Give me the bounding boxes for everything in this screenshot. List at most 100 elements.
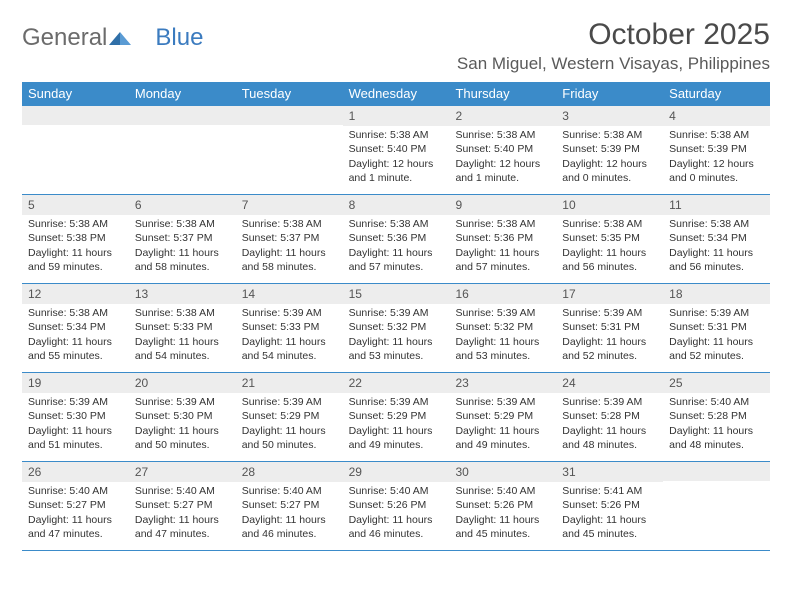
daylight-line: Daylight: 11 hours and 48 minutes. (669, 424, 764, 452)
day-header: Wednesday (343, 82, 450, 105)
sunset-line: Sunset: 5:32 PM (455, 320, 550, 334)
sunset-line: Sunset: 5:38 PM (28, 231, 123, 245)
sunset-line: Sunset: 5:36 PM (455, 231, 550, 245)
sunrise-line: Sunrise: 5:38 AM (669, 217, 764, 231)
sunrise-line: Sunrise: 5:39 AM (28, 395, 123, 409)
sunset-line: Sunset: 5:39 PM (562, 142, 657, 156)
day-number: 19 (22, 373, 129, 393)
day-number: 2 (449, 106, 556, 126)
day-body: Sunrise: 5:38 AMSunset: 5:37 PMDaylight:… (129, 215, 236, 278)
daylight-line: Daylight: 11 hours and 58 minutes. (135, 246, 230, 274)
sunrise-line: Sunrise: 5:38 AM (455, 217, 550, 231)
sunset-line: Sunset: 5:37 PM (135, 231, 230, 245)
day-cell: 9Sunrise: 5:38 AMSunset: 5:36 PMDaylight… (449, 195, 556, 283)
day-headers-row: SundayMondayTuesdayWednesdayThursdayFrid… (22, 82, 770, 105)
day-body (22, 125, 129, 185)
day-number (236, 106, 343, 125)
day-cell: 27Sunrise: 5:40 AMSunset: 5:27 PMDayligh… (129, 462, 236, 550)
sunset-line: Sunset: 5:31 PM (669, 320, 764, 334)
day-body: Sunrise: 5:38 AMSunset: 5:36 PMDaylight:… (343, 215, 450, 278)
sunrise-line: Sunrise: 5:39 AM (455, 395, 550, 409)
sunset-line: Sunset: 5:30 PM (28, 409, 123, 423)
sunset-line: Sunset: 5:27 PM (28, 498, 123, 512)
day-cell: 6Sunrise: 5:38 AMSunset: 5:37 PMDaylight… (129, 195, 236, 283)
daylight-line: Daylight: 11 hours and 53 minutes. (455, 335, 550, 363)
day-body: Sunrise: 5:39 AMSunset: 5:32 PMDaylight:… (449, 304, 556, 367)
day-body: Sunrise: 5:39 AMSunset: 5:28 PMDaylight:… (556, 393, 663, 456)
day-number: 22 (343, 373, 450, 393)
day-cell: 15Sunrise: 5:39 AMSunset: 5:32 PMDayligh… (343, 284, 450, 372)
day-cell: 19Sunrise: 5:39 AMSunset: 5:30 PMDayligh… (22, 373, 129, 461)
logo-text-2: Blue (155, 24, 203, 52)
sunrise-line: Sunrise: 5:39 AM (135, 395, 230, 409)
day-body: Sunrise: 5:38 AMSunset: 5:37 PMDaylight:… (236, 215, 343, 278)
day-number: 4 (663, 106, 770, 126)
sunrise-line: Sunrise: 5:41 AM (562, 484, 657, 498)
daylight-line: Daylight: 11 hours and 52 minutes. (562, 335, 657, 363)
day-cell: 28Sunrise: 5:40 AMSunset: 5:27 PMDayligh… (236, 462, 343, 550)
daylight-line: Daylight: 11 hours and 59 minutes. (28, 246, 123, 274)
day-cell: 13Sunrise: 5:38 AMSunset: 5:33 PMDayligh… (129, 284, 236, 372)
logo-icon (109, 24, 131, 52)
daylight-line: Daylight: 11 hours and 53 minutes. (349, 335, 444, 363)
day-cell: 26 Sunrise: 5:40 AMSunset: 5:27 PMDayligh… (22, 462, 129, 550)
sunset-line: Sunset: 5:35 PM (562, 231, 657, 245)
day-cell: 24Sunrise: 5:39 AMSunset: 5:28 PMDayligh… (556, 373, 663, 461)
sunset-line: Sunset: 5:27 PM (135, 498, 230, 512)
sunset-line: Sunset: 5:27 PM (242, 498, 337, 512)
sunrise-line: Sunrise: 5:40 AM (349, 484, 444, 498)
day-cell: 4Sunrise: 5:38 AMSunset: 5:39 PMDaylight… (663, 106, 770, 194)
daylight-line: Daylight: 11 hours and 49 minutes. (349, 424, 444, 452)
day-body: Sunrise: 5:41 AMSunset: 5:26 PMDaylight:… (556, 482, 663, 545)
day-number: 23 (449, 373, 556, 393)
sunrise-line: Sunrise: 5:38 AM (562, 128, 657, 142)
sunrise-line: Sunrise: 5:40 AM (455, 484, 550, 498)
day-number: 16 (449, 284, 556, 304)
day-number: 31 (556, 462, 663, 482)
day-cell: 16Sunrise: 5:39 AMSunset: 5:32 PMDayligh… (449, 284, 556, 372)
day-number: 25 (663, 373, 770, 393)
day-number (22, 106, 129, 125)
day-header: Friday (556, 82, 663, 105)
sunrise-line: Sunrise: 5:38 AM (455, 128, 550, 142)
day-body: Sunrise: 5:38 AMSunset: 5:39 PMDaylight:… (556, 126, 663, 189)
day-body (236, 125, 343, 185)
day-body: Sunrise: 5:40 AMSunset: 5:26 PMDaylight:… (449, 482, 556, 545)
day-cell (129, 106, 236, 194)
day-number: 5 (22, 195, 129, 215)
day-number: 13 (129, 284, 236, 304)
day-header: Monday (129, 82, 236, 105)
day-cell (22, 106, 129, 194)
day-body: Sunrise: 5:39 AMSunset: 5:33 PMDaylight:… (236, 304, 343, 367)
sunrise-line: Sunrise: 5:40 AM (28, 484, 123, 498)
sunrise-line: Sunrise: 5:39 AM (455, 306, 550, 320)
title-block: October 2025 San Miguel, Western Visayas… (457, 18, 770, 74)
sunset-line: Sunset: 5:32 PM (349, 320, 444, 334)
sunset-line: Sunset: 5:30 PM (135, 409, 230, 423)
sunset-line: Sunset: 5:29 PM (242, 409, 337, 423)
daylight-line: Daylight: 11 hours and 46 minutes. (349, 513, 444, 541)
day-body: Sunrise: 5:38 AMSunset: 5:39 PMDaylight:… (663, 126, 770, 189)
sunrise-line: Sunrise: 5:39 AM (562, 306, 657, 320)
daylight-line: Daylight: 11 hours and 45 minutes. (455, 513, 550, 541)
day-body: Sunrise: 5:38 AMSunset: 5:33 PMDaylight:… (129, 304, 236, 367)
daylight-line: Daylight: 11 hours and 47 minutes. (28, 513, 123, 541)
day-body: Sunrise: 5:39 AMSunset: 5:31 PMDaylight:… (556, 304, 663, 367)
day-cell: 18Sunrise: 5:39 AMSunset: 5:31 PMDayligh… (663, 284, 770, 372)
daylight-line: Daylight: 11 hours and 56 minutes. (669, 246, 764, 274)
day-number: 20 (129, 373, 236, 393)
sunrise-line: Sunrise: 5:39 AM (669, 306, 764, 320)
week-row: 12Sunrise: 5:38 AMSunset: 5:34 PMDayligh… (22, 283, 770, 372)
day-cell: 29Sunrise: 5:40 AMSunset: 5:26 PMDayligh… (343, 462, 450, 550)
daylight-line: Daylight: 11 hours and 58 minutes. (242, 246, 337, 274)
day-header: Saturday (663, 82, 770, 105)
day-number: 17 (556, 284, 663, 304)
day-number: 26 (22, 462, 129, 482)
week-row: 19Sunrise: 5:39 AMSunset: 5:30 PMDayligh… (22, 372, 770, 461)
day-number: 30 (449, 462, 556, 482)
daylight-line: Daylight: 11 hours and 50 minutes. (242, 424, 337, 452)
day-cell: 22Sunrise: 5:39 AMSunset: 5:29 PMDayligh… (343, 373, 450, 461)
day-number: 10 (556, 195, 663, 215)
day-number: 1 (343, 106, 450, 126)
day-cell: 8Sunrise: 5:38 AMSunset: 5:36 PMDaylight… (343, 195, 450, 283)
